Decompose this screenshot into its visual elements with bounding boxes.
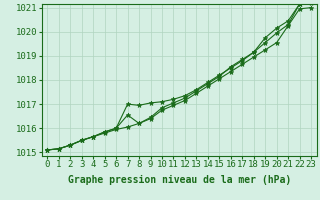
X-axis label: Graphe pression niveau de la mer (hPa): Graphe pression niveau de la mer (hPa) [68, 175, 291, 185]
